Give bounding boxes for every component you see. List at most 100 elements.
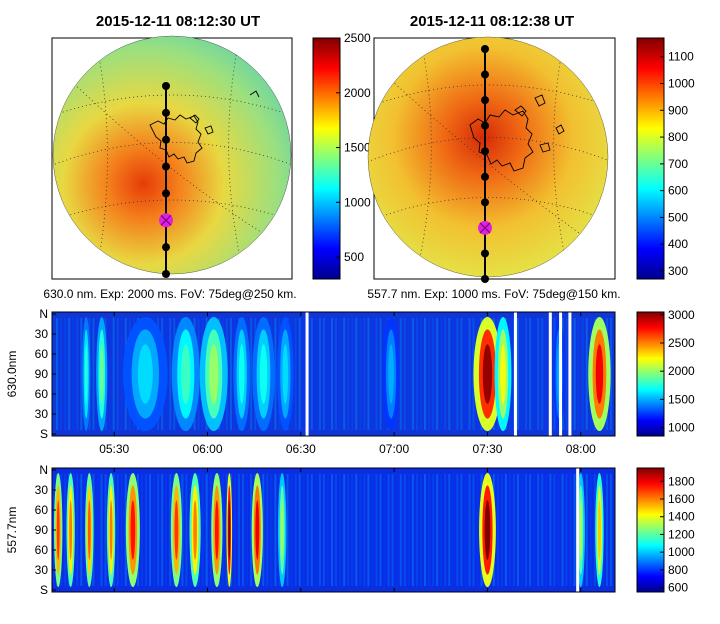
keogram-texture [428,474,431,586]
keogram-data-gap [576,468,580,592]
keogram-bands-630 [52,312,615,436]
keogram-texture [468,474,471,586]
keogram-band-core [255,500,260,560]
keogram-texture [464,474,467,586]
keogram-data-gap [305,312,309,436]
keogram-texture [589,474,592,586]
keogram-texture [347,318,350,430]
keogram-x-tick-label: 07:30 [472,442,502,456]
keogram-band-core [109,500,113,560]
colorbar-tick-label: 800 [668,563,688,577]
keogram-texture [355,474,358,586]
meridian-marker [162,270,170,278]
keogram-texture [545,318,548,430]
keogram-texture [60,318,63,430]
keogram-texture [56,318,59,430]
keogram-texture [205,474,208,586]
keogram-ylabel-557: 557.7nm [5,507,19,554]
colorbar-tick-label: 1400 [668,510,695,524]
keogram-texture [500,474,503,586]
keogram-texture [533,318,536,430]
meridian-marker [481,172,489,181]
keogram-texture [359,474,362,586]
colorbar-tick-label: 2000 [344,86,371,100]
keogram-texture [76,474,79,586]
colorbar-tick-label: 600 [668,581,688,595]
allsky-panel-557: 2015-12-11 08:12:38 UT 557.7 nm. Exp: 10… [367,13,695,301]
keogram-texture [561,474,564,586]
keogram-texture [64,474,67,586]
keogram-texture [153,474,156,586]
keogram-texture [221,474,224,586]
keogram-texture [529,318,532,430]
colorbar-tick-label: 3000 [668,308,695,322]
keogram-texture [120,474,123,586]
keogram-texture [68,318,71,430]
keogram-texture [298,318,301,430]
keogram-texture [525,318,528,430]
keogram-texture [573,318,576,430]
keogram-texture [371,474,374,586]
keogram-texture [399,474,402,586]
keogram-texture [472,474,475,586]
allsky-title-630: 2015-12-11 08:12:30 UT [96,13,260,30]
keogram-texture [72,318,75,430]
keogram-x-tick-label: 08:00 [566,442,596,456]
keogram-texture [201,474,204,586]
keogram-texture [424,318,427,430]
keogram-y-tick-label: 60 [35,543,49,557]
keogram-texture [343,318,346,430]
keogram-band-core [280,500,284,560]
colorbar-tick-label: 1600 [668,492,695,506]
keogram-texture [351,474,354,586]
keogram-texture [545,474,548,586]
keogram-texture [557,474,560,586]
keogram-texture [64,318,67,430]
keogram-y-tick-label: N [39,307,48,321]
keogram-texture [169,318,172,430]
colorbar-tick-label: 1000 [668,421,695,435]
keogram-texture [549,474,552,586]
meridian-track-557 [478,45,492,283]
keogram-y-tick-label: 60 [35,503,49,517]
keogram-y-tick-label: 90 [35,523,49,537]
keogram-texture [448,474,451,586]
keogram-texture [250,318,253,430]
keogram-texture [444,318,447,430]
keogram-557: N 30 60 90 60 30 S 557.7nm 600 800 1000 1200 1400 1… [5,463,695,597]
keogram-texture [318,318,321,430]
keogram-texture [104,474,107,586]
keogram-y-tick-label: 60 [35,347,49,361]
keogram-texture [351,318,354,430]
keogram-data-gap [548,312,552,436]
keogram-texture [266,474,269,586]
allsky-grid-630 [53,36,291,274]
keogram-630: N 30 60 90 60 30 S 05:30 06:00 06:30 07:00 07:30 08:… [5,307,695,456]
keogram-texture [274,318,277,430]
colorbar-keogram-557 [636,467,665,593]
colorbar-ticks-keogram-557: 600 800 1000 1200 1400 1600 1800 [660,474,695,595]
keogram-ylabel-630: 630.0nm [5,351,19,398]
keogram-texture [476,474,479,586]
keogram-texture [302,318,305,430]
colorbar-tick-label: 600 [668,184,688,198]
keogram-texture [440,474,443,586]
keogram-texture [335,474,338,586]
keogram-texture [363,318,366,430]
keogram-band-core [595,344,604,404]
keogram-texture [371,318,374,430]
colorbar-tick-label: 300 [668,264,688,278]
keogram-band-core [388,344,394,404]
meridian-marker [481,275,489,283]
colorbar-ticks-keogram-630: 1000 1500 2000 2500 3000 [660,308,695,435]
keogram-texture [355,318,358,430]
keogram-texture [108,318,111,430]
keogram-texture [80,318,83,430]
colorbar-tick-label: 2500 [344,31,371,45]
keogram-texture [593,474,596,586]
keogram-texture [347,474,350,586]
colorbar-630 [312,37,341,280]
keogram-texture [581,318,584,430]
keogram-texture [415,318,418,430]
meridian-marker [481,70,489,79]
